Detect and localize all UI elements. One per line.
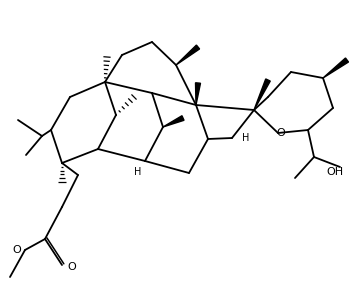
Text: H: H [134, 167, 142, 177]
Polygon shape [163, 116, 184, 127]
Polygon shape [323, 58, 349, 78]
Text: O: O [277, 128, 285, 138]
Text: O: O [13, 245, 21, 255]
Polygon shape [176, 45, 199, 65]
Text: O: O [68, 262, 76, 272]
Text: OH: OH [327, 167, 344, 177]
Polygon shape [195, 83, 201, 105]
Text: H: H [242, 133, 250, 143]
Polygon shape [254, 79, 270, 110]
